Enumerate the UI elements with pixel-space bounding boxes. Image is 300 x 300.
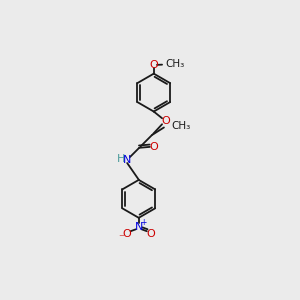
Text: O: O: [122, 229, 131, 239]
Text: O: O: [149, 60, 158, 70]
Text: O: O: [161, 116, 170, 126]
Text: N: N: [134, 222, 143, 232]
Text: ⁻: ⁻: [119, 233, 124, 243]
Text: N: N: [123, 155, 131, 165]
Text: CH₃: CH₃: [166, 59, 185, 69]
Text: CH₃: CH₃: [171, 121, 190, 131]
Text: +: +: [140, 218, 146, 227]
Text: O: O: [146, 229, 155, 239]
Text: O: O: [149, 142, 158, 152]
Text: H: H: [116, 154, 125, 164]
